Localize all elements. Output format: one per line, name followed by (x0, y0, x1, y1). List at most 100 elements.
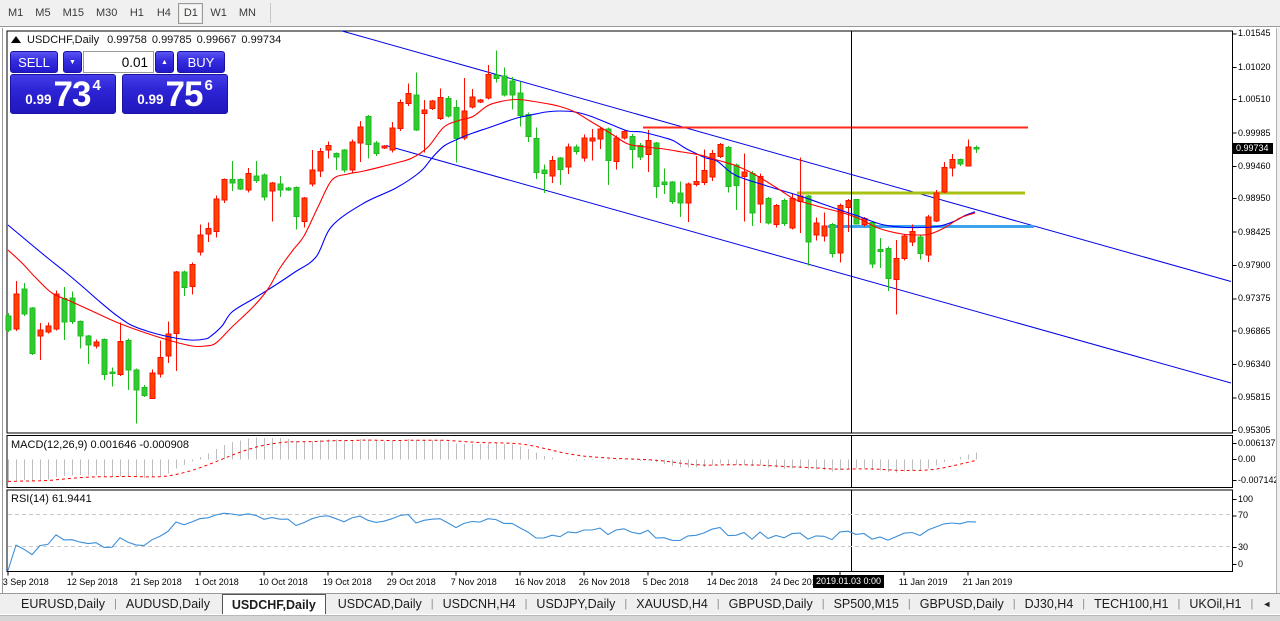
ohlc-high: 0.99785 (151, 33, 192, 46)
candle-45 (365, 115, 372, 159)
candle-34 (277, 176, 284, 197)
timeframe-button-mn[interactable]: MN (238, 7, 256, 19)
chart-tab-eurusd-daily[interactable]: EURUSD,Daily (21, 597, 106, 611)
candle-14 (117, 322, 124, 376)
timeframe-button-m5[interactable]: M5 (35, 7, 51, 19)
tab-separator: | (907, 598, 911, 610)
macd-axis-label: 0.00 (1238, 454, 1256, 465)
rsi-axis-label: 0 (1238, 559, 1244, 569)
candle-24 (197, 224, 204, 256)
candle-35 (285, 186, 292, 191)
candle-59 (477, 99, 484, 104)
candle-40 (325, 141, 332, 159)
price-axis-label: 0.95815 (1238, 392, 1271, 403)
chart-tab-sp500-m15[interactable]: SP500,M15 (833, 597, 899, 611)
chart-tab-usdcad-daily[interactable]: USDCAD,Daily (337, 597, 422, 611)
lot-decrease-button[interactable]: ▼ (63, 51, 82, 73)
candle-32 (261, 173, 268, 201)
chart-plot[interactable] (0, 28, 1280, 593)
ohlc-open: 0.99758 (107, 33, 147, 46)
buy-price-sup: 6 (204, 77, 213, 94)
sell-price-sup: 4 (92, 77, 101, 94)
timeframe-button-d1[interactable]: D1 (178, 2, 204, 24)
candle-61 (493, 50, 500, 83)
candle-11 (93, 339, 100, 349)
chart-tab-audusd-daily[interactable]: AUDUSD,Daily (125, 597, 210, 611)
buy-price-display[interactable]: 0.99 75 6 (122, 74, 228, 114)
candle-9 (77, 320, 84, 349)
chart-tab-ukoil-h1[interactable]: UKOil,H1 (1189, 597, 1242, 611)
chart-tab-usdcnh-h4[interactable]: USDCNH,H4 (442, 597, 516, 611)
candle-71 (573, 144, 580, 155)
sell-button[interactable]: SELL (10, 51, 58, 73)
timeframe-button-m15[interactable]: M15 (62, 7, 84, 19)
sell-price-big: 73 (53, 75, 92, 115)
timeframe-button-w1[interactable]: W1 (210, 7, 227, 19)
chart-tab-gbpusd-daily[interactable]: GBPUSD,Daily (728, 597, 813, 611)
chart-window[interactable]: USDCHF,Daily 0.99758 0.99785 0.99667 0.9… (0, 28, 1280, 593)
candle-37 (301, 196, 308, 228)
trendline-upper (341, 30, 1232, 282)
candle-21 (173, 270, 180, 372)
tab-separator: | (1012, 598, 1016, 610)
candle-110 (885, 246, 892, 292)
candle-3 (29, 306, 36, 356)
tab-separator: | (1177, 598, 1181, 610)
chart-title: USDCHF,Daily 0.99758 0.99785 0.99667 0.9… (11, 33, 286, 46)
buy-button[interactable]: BUY (177, 51, 225, 73)
timeframe-button-m1[interactable]: M1 (8, 7, 24, 19)
tab-separator: | (1082, 598, 1086, 610)
candle-87 (701, 149, 708, 186)
lot-size-input[interactable] (83, 51, 154, 73)
ma-slow-line (7, 110, 976, 341)
tabs-scroll-left-icon[interactable]: ◄ (1262, 599, 1272, 609)
chart-tab-tech100-h1[interactable]: TECH100,H1 (1094, 597, 1169, 611)
sell-price-display[interactable]: 0.99 73 4 (10, 74, 116, 114)
date-axis-label: 19 Oct 2018 (322, 577, 372, 587)
candle-96 (773, 204, 780, 228)
rsi-label: RSI(14) 61.9441 (11, 493, 92, 505)
rsi-axis-label: 100 (1238, 493, 1254, 504)
price-axis-label: 0.99985 (1238, 127, 1271, 138)
chart-tab-gbpusd-daily[interactable]: GBPUSD,Daily (919, 597, 1004, 611)
candle-52 (421, 99, 428, 153)
candle-49 (397, 99, 404, 132)
ohlc-close: 0.99734 (241, 33, 282, 46)
chart-tab-usdchf-daily[interactable]: USDCHF,Daily (221, 594, 326, 614)
candle-60 (485, 65, 492, 100)
candle-67 (541, 164, 548, 194)
candle-53 (429, 100, 436, 111)
candle-16 (133, 368, 140, 424)
date-axis-label: 5 Dec 2018 (642, 577, 689, 587)
candle-62 (501, 67, 508, 97)
candle-18 (149, 369, 156, 400)
candle-26 (213, 195, 220, 238)
candle-86 (693, 155, 700, 187)
lot-increase-button[interactable]: ▲ (155, 51, 174, 73)
date-axis-label: 29 Oct 2018 (386, 577, 436, 587)
tab-separator: | (624, 598, 628, 610)
sell-price-small: 0.99 (25, 91, 52, 107)
candle-8 (69, 291, 76, 325)
tab-separator: | (821, 598, 825, 610)
candle-84 (677, 181, 684, 217)
window-right-edge (1276, 28, 1277, 593)
candle-75 (605, 127, 612, 186)
candle-17 (141, 385, 148, 398)
candle-64 (517, 81, 524, 127)
price-axis-label: 0.98425 (1238, 226, 1271, 237)
timeframe-button-h4[interactable]: H4 (156, 7, 171, 19)
candle-6 (53, 290, 60, 331)
candle-81 (653, 141, 660, 198)
chart-tab-usdjpy-daily[interactable]: USDJPY,Daily (536, 597, 616, 611)
candle-106 (853, 198, 860, 225)
date-axis-label: 21 Sep 2018 (130, 577, 182, 587)
date-axis-label: 14 Dec 2018 (706, 577, 758, 587)
candle-74 (597, 126, 604, 150)
timeframe-button-m30[interactable]: M30 (95, 7, 118, 19)
chart-tab-dj30-h4[interactable]: DJ30,H4 (1024, 597, 1074, 611)
chart-tab-xauusd-h4[interactable]: XAUUSD,H4 (636, 597, 708, 611)
window-left-edge (2, 28, 3, 593)
tab-separator: | (1250, 598, 1254, 610)
timeframe-button-h1[interactable]: H1 (129, 7, 144, 19)
